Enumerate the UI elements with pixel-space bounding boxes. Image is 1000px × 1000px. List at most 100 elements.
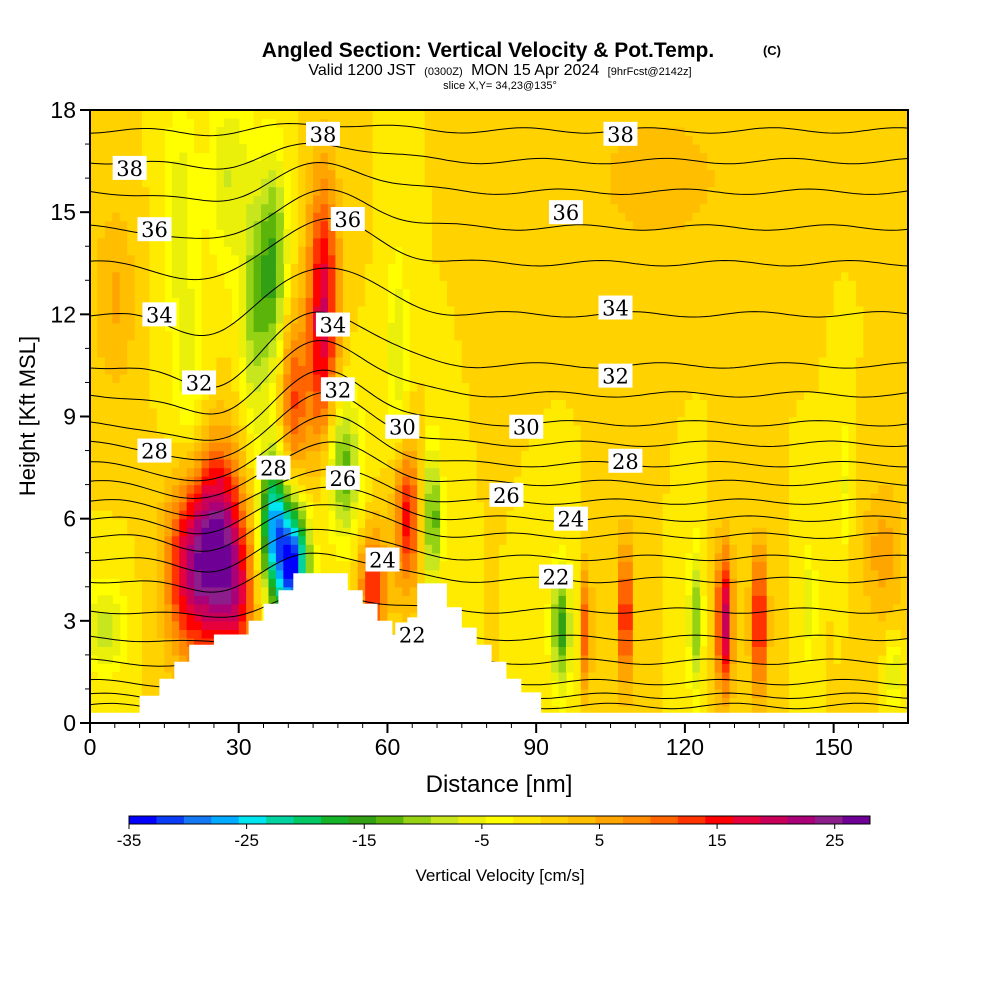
vv-cell [164, 467, 173, 477]
vv-cell [97, 399, 106, 409]
vv-cell [127, 561, 136, 571]
vv-cell [580, 331, 589, 341]
vv-cell [617, 646, 627, 656]
vv-cell [833, 442, 842, 452]
vv-cell [521, 348, 530, 358]
vv-cell [208, 637, 218, 647]
vv-cell [751, 459, 760, 469]
vv-cell [365, 373, 374, 384]
vv-cell [528, 476, 537, 486]
vv-cell [261, 484, 270, 494]
vv-cell [781, 671, 790, 682]
vv-cell [246, 586, 255, 596]
vv-cell [506, 535, 515, 545]
vv-cell [365, 518, 374, 528]
vv-cell [439, 390, 448, 401]
vv-cell [171, 467, 180, 477]
vv-cell [833, 493, 842, 503]
vv-cell [573, 382, 582, 392]
vv-cell [625, 399, 634, 409]
vv-cell [610, 348, 619, 358]
vv-cell [789, 544, 798, 554]
vv-cell [863, 322, 872, 332]
vv-cell [469, 459, 478, 469]
vv-cell [610, 331, 619, 341]
vv-cell [119, 680, 128, 690]
vv-cell [878, 697, 887, 707]
vv-cell [640, 373, 649, 384]
vv-cell [759, 646, 768, 656]
vv-cell [744, 697, 753, 707]
vv-cell [655, 705, 664, 716]
vv-cell [201, 535, 210, 545]
vv-cell [357, 544, 366, 554]
vv-cell [855, 425, 864, 435]
vv-cell [216, 425, 225, 435]
vv-cell [565, 705, 574, 716]
vv-cell [513, 561, 522, 571]
vv-cell [595, 705, 604, 716]
vv-cell [818, 493, 827, 503]
vv-cell [855, 442, 864, 452]
vv-cell [506, 314, 515, 324]
vv-cell [402, 578, 411, 588]
vv-cell [878, 578, 887, 588]
vv-cell [499, 612, 508, 622]
vv-cell [878, 467, 887, 477]
vv-cell [744, 535, 753, 545]
vv-cell [164, 586, 173, 596]
vv-cell [774, 399, 783, 409]
vv-cell [119, 382, 128, 392]
vv-cell [216, 535, 225, 545]
vv-cell [298, 484, 307, 494]
vv-cell [655, 459, 664, 469]
vv-cell [104, 510, 113, 520]
vv-cell [885, 433, 894, 443]
vv-cell [149, 356, 158, 367]
vv-cell [826, 544, 835, 554]
vv-cell [870, 629, 879, 639]
vv-cell [476, 382, 485, 392]
vv-cell [670, 331, 679, 341]
vv-cell [216, 544, 225, 554]
vv-cell [283, 373, 292, 384]
vv-cell [253, 399, 262, 409]
vv-cell [625, 629, 634, 639]
vv-cell [432, 314, 441, 324]
vv-cell [142, 586, 151, 596]
vv-cell [119, 467, 128, 477]
vv-cell [365, 425, 374, 435]
vv-cell [751, 450, 760, 460]
vv-cell [417, 518, 426, 528]
vv-cell [878, 637, 887, 647]
vv-cell [432, 407, 441, 418]
vv-cell [179, 433, 188, 443]
vv-cell [647, 356, 656, 367]
vv-cell [714, 331, 723, 341]
vv-cell [201, 339, 210, 349]
vv-cell [305, 561, 314, 571]
vv-cell [774, 382, 783, 392]
vv-cell [707, 595, 716, 605]
vv-cell [677, 433, 686, 443]
vv-cell [164, 620, 173, 630]
vv-cell [499, 518, 508, 528]
vv-cell [268, 450, 277, 460]
vv-cell [848, 569, 857, 579]
vv-cell [97, 612, 106, 622]
vv-cell [818, 578, 827, 588]
vv-cell [127, 620, 136, 630]
vv-cell [283, 407, 292, 418]
vv-cell [632, 510, 641, 520]
vv-cell [223, 561, 232, 571]
vv-cell [112, 612, 121, 622]
vv-cell [409, 484, 418, 494]
vv-cell [670, 493, 679, 503]
vv-cell [156, 544, 165, 554]
vv-cell [781, 637, 790, 647]
vv-cell [186, 348, 195, 358]
vv-cell [335, 450, 344, 460]
vv-cell [796, 527, 805, 537]
vv-cell [595, 501, 604, 511]
vv-cell [558, 382, 567, 392]
